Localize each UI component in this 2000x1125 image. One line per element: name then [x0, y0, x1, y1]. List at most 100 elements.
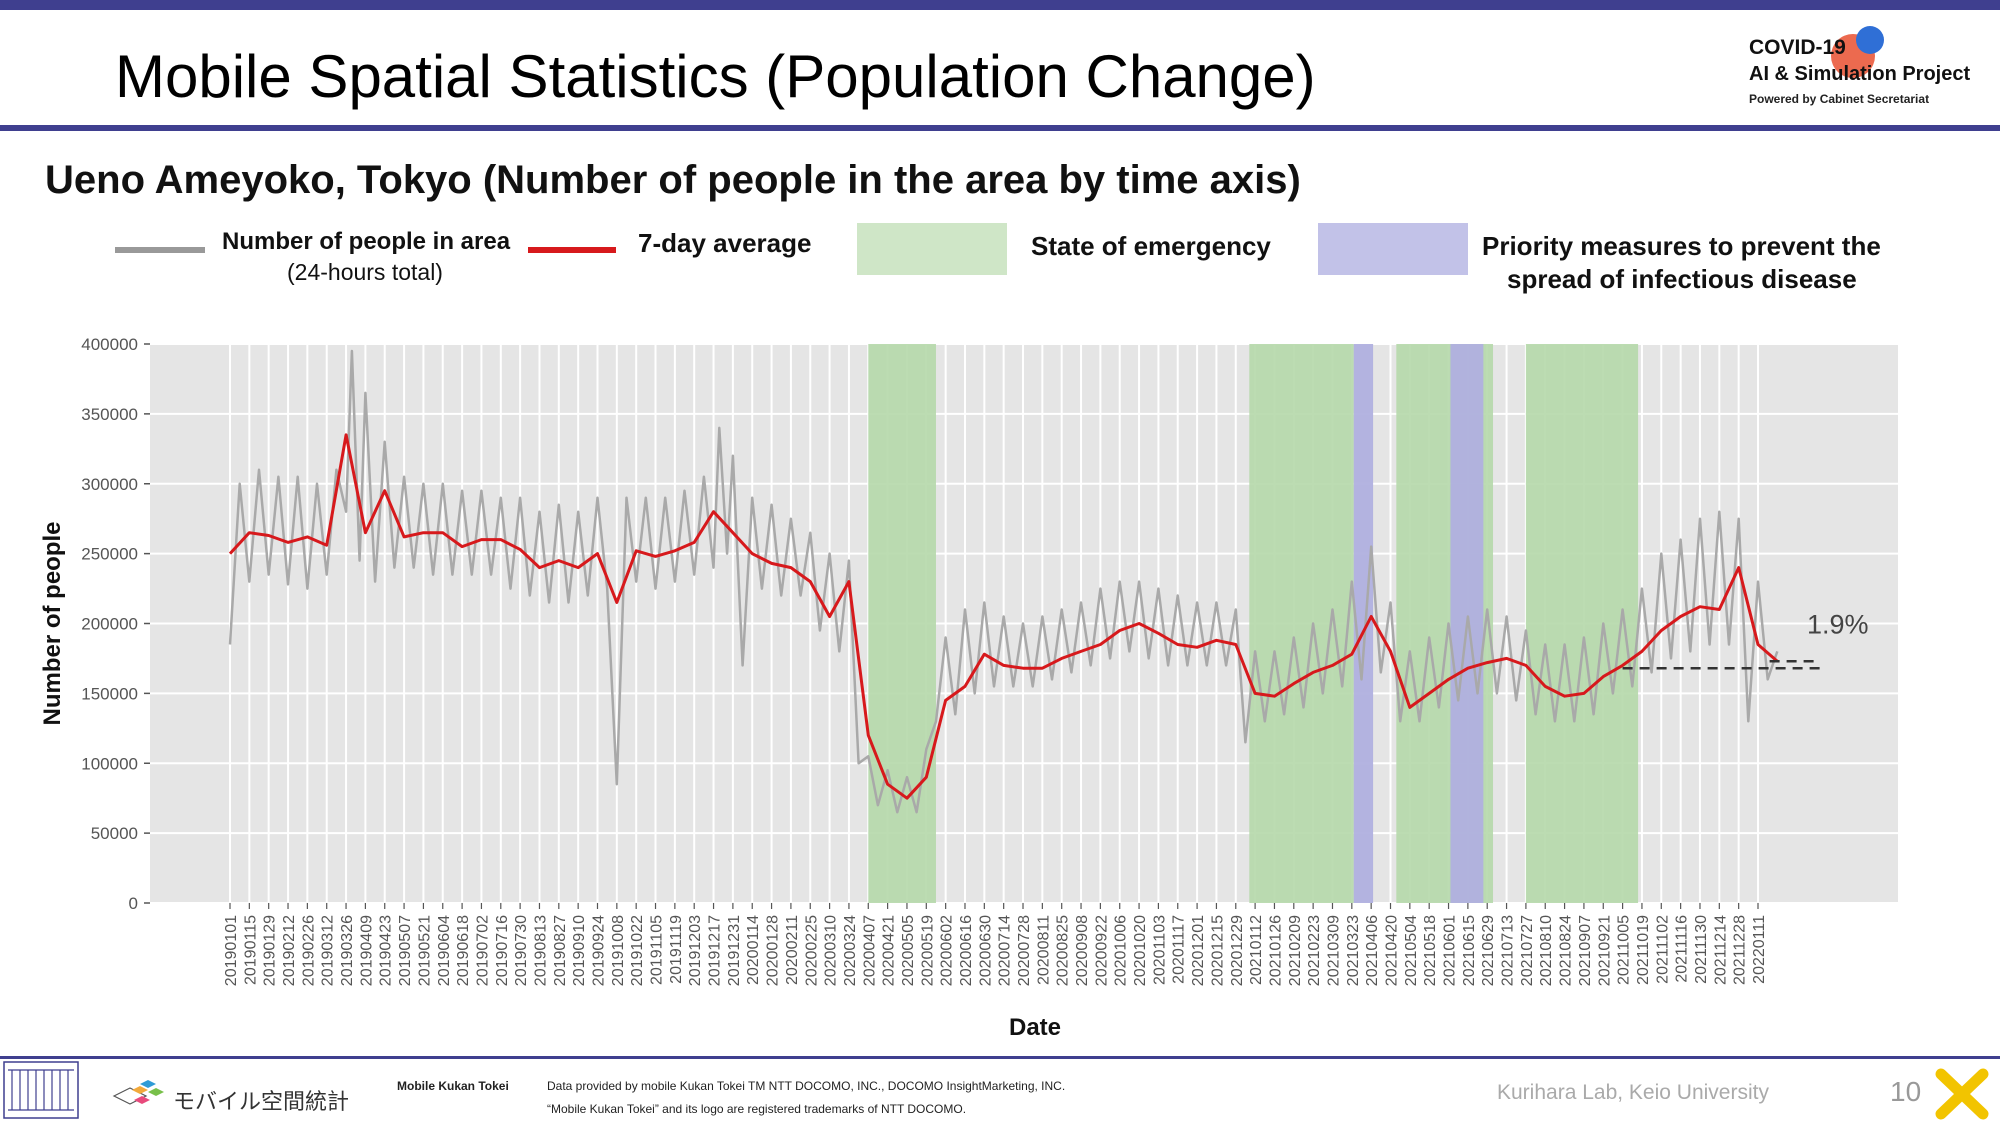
y-tick-label: 250000 [81, 545, 138, 564]
x-tick-label: 20191203 [687, 915, 704, 986]
x-tick-label: 20200324 [842, 915, 859, 986]
x-tick-label: 20200211 [784, 915, 801, 985]
x-axis-label: Date [1009, 1014, 1061, 1041]
x-tick-label: 20210601 [1442, 915, 1459, 986]
x-tick-label: 20210518 [1422, 915, 1439, 986]
logo-line-1: COVID-19 [1749, 36, 1846, 59]
logo-line-3: Powered by Cabinet Secretariat [1749, 92, 1930, 106]
x-tick-label: 20200714 [997, 915, 1014, 986]
x-tick-label: 20200728 [1016, 915, 1033, 986]
x-tick-label: 20211102 [1654, 915, 1671, 984]
x-tick-label: 20211005 [1616, 915, 1633, 985]
x-tick-label: 20210615 [1461, 915, 1478, 986]
x-tick-label: 20220111 [1751, 915, 1768, 984]
x-tick-label: 20210406 [1364, 915, 1381, 986]
x-tick-label: 20211228 [1732, 915, 1749, 985]
legend-priority-label-line2: spread of infectious disease [1507, 264, 1857, 294]
x-tick-label: 20190423 [378, 915, 395, 986]
x-tick-label: 20191217 [707, 915, 724, 986]
x-tick-label: 20200407 [861, 915, 878, 986]
legend-emergency-label: State of emergency [1031, 231, 1271, 261]
footer-divider [0, 1056, 2000, 1059]
x-tick-label: 20191008 [610, 915, 627, 986]
legend-emergency-swatch [857, 223, 1007, 275]
x-tick-label: 20200225 [803, 915, 820, 986]
x-tick-label: 20200114 [745, 915, 762, 985]
x-tick-label: 20190604 [436, 915, 453, 986]
x-tick-label: 20200908 [1074, 915, 1091, 986]
x-tick-label: 20200616 [958, 915, 975, 986]
footer-brand-jp: モバイル空間統計 [173, 1089, 350, 1114]
x-tick-label: 20200825 [1055, 915, 1072, 986]
cube-logo-icon [112, 1080, 164, 1105]
y-axis-label: Number of people [39, 521, 66, 725]
x-tick-label: 20210309 [1325, 915, 1342, 986]
x-tick-label: 20191119 [668, 915, 685, 984]
emergency-period-band [1249, 344, 1354, 903]
legend-daily-swatch [115, 247, 205, 253]
footer-note-line1: Data provided by mobile Kukan Tokei TM N… [547, 1079, 1066, 1093]
x-tick-label: 20200922 [1093, 915, 1110, 986]
logo-blue-dot-icon [1856, 26, 1884, 54]
x-tick-label: 20201215 [1209, 915, 1226, 986]
x-tick-label: 20190716 [494, 915, 511, 986]
x-tick-label: 20211214 [1712, 915, 1729, 985]
x-tick-label: 20210713 [1500, 915, 1517, 986]
x-tick-label: 20200421 [881, 915, 898, 986]
x-tick-label: 20200602 [939, 915, 956, 986]
y-tick-label: 350000 [81, 405, 138, 424]
x-tick-label: 20201201 [1190, 915, 1207, 986]
x-tick-label: 20200630 [977, 915, 994, 986]
x-tick-label: 20211130 [1693, 915, 1710, 984]
lab-logo-icon [3, 1061, 79, 1119]
y-tick-label: 400000 [81, 335, 138, 354]
legend-priority-swatch [1318, 223, 1468, 275]
y-tick-label: 100000 [81, 754, 138, 773]
y-tick-label: 200000 [81, 615, 138, 634]
x-tick-label: 20210824 [1558, 915, 1575, 986]
x-tick-label: 20190129 [262, 915, 279, 986]
x-tick-label: 20190521 [416, 915, 433, 986]
x-tick-label: 20211116 [1674, 915, 1691, 983]
x-tick-label: 20190326 [339, 915, 356, 986]
x-tick-label: 20191022 [629, 915, 646, 986]
x-tick-label: 20200505 [900, 915, 917, 986]
x-tick-label: 20210223 [1306, 915, 1323, 986]
logo-line-2: AI & Simulation Project [1749, 63, 1971, 85]
x-tick-label: 20190226 [300, 915, 317, 986]
legend-priority-label-line1: Priority measures to prevent the [1482, 231, 1881, 261]
emergency-period-band [868, 344, 936, 903]
x-tick-label: 20210209 [1287, 915, 1304, 986]
x-tick-label: 20200519 [919, 915, 936, 986]
y-tick-label: 300000 [81, 475, 138, 494]
title-divider [0, 125, 2000, 131]
x-tick-label: 20210323 [1345, 915, 1362, 986]
x-logo-icon [1935, 1068, 1989, 1120]
x-tick-label: 20201006 [1113, 915, 1130, 986]
emergency-period-band [1525, 344, 1639, 903]
x-tick-label: 20190924 [590, 915, 607, 986]
x-tick-label: 20201020 [1132, 915, 1149, 986]
change-annotation: 1.9% [1807, 610, 1869, 640]
x-tick-label: 20201103 [1151, 915, 1168, 985]
x-tick-label: 20210126 [1267, 915, 1284, 986]
x-tick-label: 20210727 [1519, 915, 1536, 986]
x-tick-label: 20190312 [320, 915, 337, 986]
x-tick-label: 20190910 [571, 915, 588, 986]
x-tick-label: 20190115 [242, 915, 259, 985]
x-tick-label: 20190101 [223, 915, 240, 986]
footer-brand-en: Mobile Kukan Tokei [397, 1079, 509, 1093]
population-line-chart: 0 50000 100000 150000 200000 250000 300000 3500… [39, 335, 1898, 1041]
legend-daily-sublabel: (24-hours total) [287, 259, 443, 285]
x-tick-label: 20191105 [649, 915, 666, 985]
chart-subtitle: Ueno Ameyoko, Tokyo (Number of people in… [45, 158, 1301, 202]
x-tick-label: 20190507 [397, 915, 414, 986]
x-tick-label: 20201229 [1229, 915, 1246, 986]
x-tick-label: 20200310 [823, 915, 840, 986]
x-tick-label: 20210921 [1596, 915, 1613, 986]
series-average-line [228, 433, 1779, 800]
legend-average-swatch [528, 247, 616, 253]
legend-average-label: 7-day average [638, 228, 812, 258]
page-title: Mobile Spatial Statistics (Population Ch… [115, 43, 1316, 110]
x-tick-label: 20210112 [1248, 915, 1265, 985]
